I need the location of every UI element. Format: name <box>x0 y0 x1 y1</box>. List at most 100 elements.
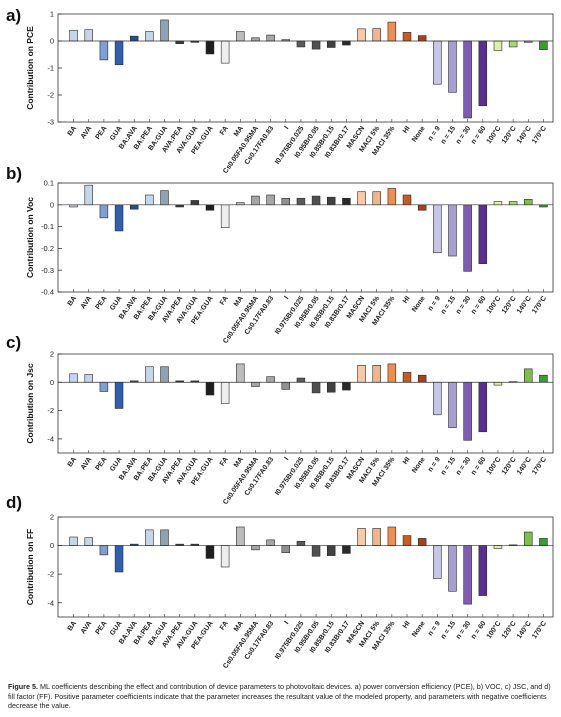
bar <box>84 537 93 546</box>
bar <box>357 191 366 206</box>
bar <box>539 374 548 383</box>
x-tick-label: HI <box>402 125 412 135</box>
bar <box>145 529 154 546</box>
bar <box>433 204 442 254</box>
bar <box>190 200 200 206</box>
bar <box>220 381 230 404</box>
bar <box>145 31 154 42</box>
x-tick-label: I <box>284 620 291 626</box>
bar <box>478 381 488 433</box>
x-tick-label: 170°C <box>530 620 548 641</box>
bar <box>326 196 336 206</box>
bar <box>114 545 124 573</box>
bar <box>311 195 321 206</box>
x-tick-label: 100°C <box>485 620 503 641</box>
bar <box>448 545 457 592</box>
bar <box>99 204 109 219</box>
bar <box>387 188 397 206</box>
bar <box>129 35 139 42</box>
x-tick-label: 120°C <box>500 456 518 477</box>
x-tick-label: BA <box>67 620 79 632</box>
x-tick-label: AVA <box>80 620 94 635</box>
plot-frame <box>57 516 554 618</box>
x-tick-label: BA <box>67 456 79 468</box>
figure-caption: Figure 5. ML coefficients describing the… <box>8 682 554 711</box>
y-tick-label: -2 <box>47 406 54 415</box>
bar <box>145 194 154 206</box>
panel-letter-a: a) <box>6 6 22 25</box>
bar <box>145 366 154 383</box>
bar <box>69 373 78 383</box>
bar <box>463 545 472 605</box>
bar <box>175 40 184 45</box>
bar <box>539 538 548 546</box>
bar <box>236 363 245 383</box>
x-tick-label: n = 60 <box>470 620 487 641</box>
y-tick-label: 0.1 <box>44 179 54 188</box>
bar <box>114 40 124 66</box>
y-tick-label: 0 <box>50 37 54 46</box>
y-tick-label: -1 <box>47 64 54 73</box>
x-tick-label: HI <box>402 620 412 630</box>
bar <box>342 197 351 206</box>
bar <box>84 374 93 383</box>
x-tick-label: n = 9 <box>427 456 442 473</box>
bar <box>508 40 518 48</box>
x-tick-label: HI <box>402 295 412 305</box>
x-tick-label: n = 15 <box>440 295 457 316</box>
bar <box>387 363 397 383</box>
bar <box>402 194 412 206</box>
y-tick-label: -4 <box>47 434 54 443</box>
bar <box>493 40 503 51</box>
x-tick-label: 120°C <box>500 125 518 146</box>
bar <box>372 365 381 383</box>
x-tick-label: n = 60 <box>470 456 487 477</box>
y-tick-label: -2 <box>47 91 54 100</box>
x-tick-label: AVA <box>80 295 94 310</box>
bar <box>220 40 230 64</box>
bar <box>524 199 533 206</box>
x-tick-label: MA <box>233 295 245 308</box>
y-tick-label: -0.1 <box>41 222 54 231</box>
bar <box>524 531 533 546</box>
x-tick-label: 120°C <box>500 295 518 316</box>
bar <box>205 545 215 559</box>
x-tick-label: n = 9 <box>427 125 442 142</box>
x-tick-label: 170°C <box>530 295 548 316</box>
bar <box>463 40 472 119</box>
x-tick-label: 140°C <box>515 456 533 477</box>
bar <box>402 372 412 383</box>
bar <box>205 40 215 55</box>
x-tick-label: n = 30 <box>455 456 472 477</box>
x-tick-label: MA <box>233 456 245 469</box>
bar <box>281 381 291 390</box>
y-axis-label: Contribution on Voc <box>25 197 35 278</box>
y-tick-label: 1 <box>50 10 54 19</box>
x-tick-label: n = 60 <box>470 295 487 316</box>
bar <box>160 19 169 42</box>
x-tick-label: n = 15 <box>440 620 457 641</box>
bar <box>372 191 381 206</box>
y-tick-label: -4 <box>47 598 54 607</box>
x-tick-label: 140°C <box>515 125 533 146</box>
bar <box>266 34 275 42</box>
bar <box>266 194 275 206</box>
caption-text: ML coefficients describing the effect an… <box>8 682 551 711</box>
x-tick-label: 100°C <box>485 295 503 316</box>
x-tick-label: FA <box>219 295 230 306</box>
x-tick-label: 170°C <box>530 125 548 146</box>
x-tick-label: PEA <box>95 456 109 472</box>
x-tick-label: 120°C <box>500 620 518 641</box>
bar <box>84 29 93 42</box>
bar <box>493 201 503 206</box>
y-tick-label: -0.4 <box>41 288 54 297</box>
bar <box>311 40 321 50</box>
y-tick-label: 2 <box>50 350 54 359</box>
bar <box>266 376 275 383</box>
y-axis-label: Contribution on PCE <box>25 26 35 110</box>
x-tick-label: PEA <box>95 620 109 636</box>
x-tick-label: AVA <box>80 456 94 471</box>
x-tick-label: BA <box>67 125 79 137</box>
y-tick-label: 0 <box>50 541 54 550</box>
